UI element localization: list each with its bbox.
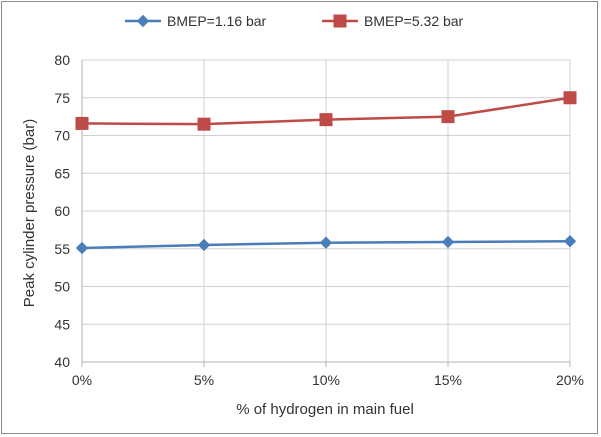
legend-label: BMEP=5.32 bar xyxy=(364,13,464,29)
y-tick-label: 70 xyxy=(54,128,70,144)
legend-label: BMEP=1.16 bar xyxy=(167,13,267,29)
x-tick-label: 20% xyxy=(556,372,584,388)
y-tick-label: 80 xyxy=(54,52,70,68)
y-tick-label: 65 xyxy=(54,165,70,181)
y-tick-label: 50 xyxy=(54,279,70,295)
x-tick-labels: 0% 5% 10% 15% 20% xyxy=(72,372,584,388)
x-tick-label: 15% xyxy=(434,372,462,388)
axes xyxy=(81,60,571,367)
x-tick-label: 5% xyxy=(194,372,214,388)
x-axis-title: % of hydrogen in main fuel xyxy=(236,401,414,418)
x-tick-label: 0% xyxy=(72,372,92,388)
series-1 xyxy=(75,234,577,255)
data-point xyxy=(441,235,455,249)
data-series xyxy=(75,91,577,255)
y-tick-label: 40 xyxy=(54,354,70,370)
y-axis-title: Peak cylinder pressure (bar) xyxy=(21,119,38,307)
legend-marker xyxy=(333,14,347,28)
legend: BMEP=1.16 bar BMEP=5.32 bar xyxy=(125,13,464,29)
data-point xyxy=(319,113,333,127)
y-tick-label: 55 xyxy=(54,241,70,257)
data-point xyxy=(441,110,455,124)
data-point xyxy=(75,116,89,130)
legend-item-1: BMEP=1.16 bar xyxy=(125,13,267,29)
legend-item-2: BMEP=5.32 bar xyxy=(322,13,464,29)
data-point xyxy=(75,241,89,255)
legend-marker xyxy=(136,14,150,28)
data-point xyxy=(319,236,333,249)
data-point xyxy=(197,117,211,131)
y-tick-label: 60 xyxy=(54,203,70,219)
y-tick-label: 75 xyxy=(54,90,70,106)
data-point xyxy=(563,91,577,105)
data-point xyxy=(563,234,577,248)
series-2 xyxy=(75,91,577,131)
gridlines xyxy=(82,59,571,363)
data-point xyxy=(197,238,211,252)
x-tick-label: 10% xyxy=(312,372,340,388)
y-tick-labels: 40 45 50 55 60 65 70 75 80 xyxy=(54,52,70,370)
y-tick-label: 45 xyxy=(54,316,70,332)
